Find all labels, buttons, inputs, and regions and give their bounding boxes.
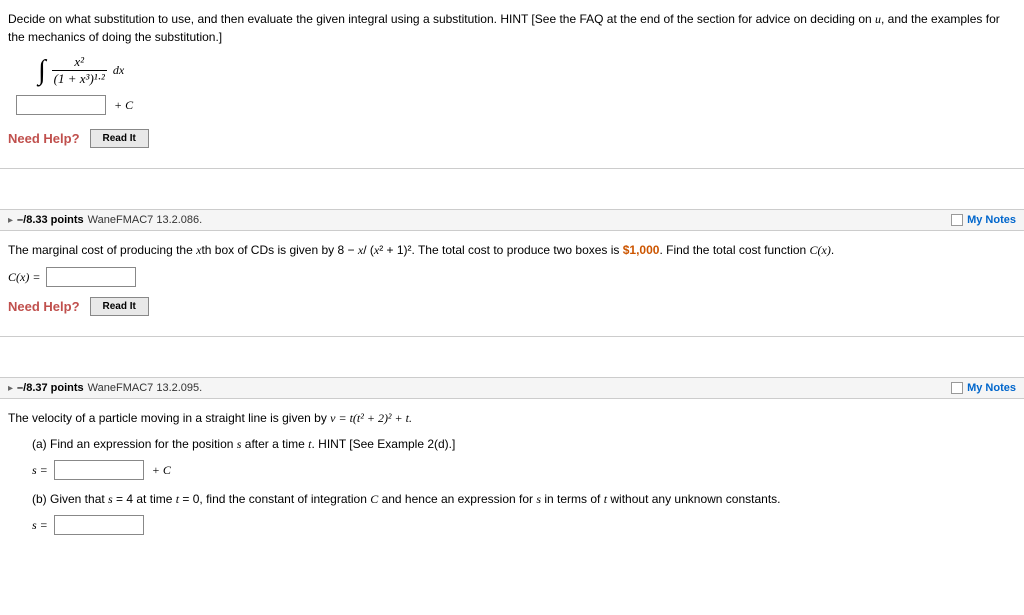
q2-header: ▸ –/8.33 points WaneFMAC7 13.2.086. My N…: [0, 209, 1024, 231]
q2-e: . Find the total cost function: [659, 243, 809, 257]
q3a-answer-row: s = + C: [32, 460, 1016, 480]
q3-part-b: (b) Given that s = 4 at time t = 0, find…: [32, 490, 1016, 509]
q1-answer-row: + C: [16, 95, 1016, 115]
my-notes-label: My Notes: [967, 214, 1016, 226]
q3-pb4: and hence an expression for: [378, 492, 536, 506]
q2-read-it-button[interactable]: Read It: [90, 297, 149, 316]
q3-pb5: in terms of: [541, 492, 604, 506]
q3-pb2: = 4 at time: [113, 492, 176, 506]
q3-pb1: (b) Given that: [32, 492, 108, 506]
q3-pa1: (a) Find an expression for the position: [32, 437, 237, 451]
q2-points: –/8.33 points: [17, 214, 84, 226]
plus-c: + C: [114, 98, 133, 113]
dx: dx: [113, 63, 124, 78]
q3-plus-c: + C: [152, 463, 171, 478]
need-help-row: Need Help? Read It: [8, 129, 1016, 148]
q3-vel: v = t(t² + 2)² + t.: [330, 411, 412, 425]
notes-icon: [951, 214, 963, 226]
q2-need-help: Need Help? Read It: [8, 297, 1016, 316]
integral-sign-icon: ∫: [38, 55, 46, 87]
q2-need-help-label: Need Help?: [8, 299, 80, 314]
q2-a: The marginal cost of producing the: [8, 243, 196, 257]
expand-icon[interactable]: ▸: [8, 215, 13, 226]
integral-expression: ∫ x² (1 + x³)¹·² dx: [38, 54, 1016, 87]
q2-b: th box of CDs is given by 8 −: [201, 243, 357, 257]
q2-c: / (: [363, 243, 374, 257]
q3-pb3: = 0, find the constant of integration: [179, 492, 370, 506]
denominator: (1 + x³)¹·²: [52, 70, 107, 87]
q3-header: ▸ –/8.37 points WaneFMAC7 13.2.095. My N…: [0, 377, 1024, 399]
q2-answer-input[interactable]: [46, 267, 136, 287]
q3-pa2: after a time: [241, 437, 308, 451]
my-notes-button[interactable]: My Notes: [951, 382, 1016, 394]
q3b-label: s =: [32, 518, 48, 533]
q3-a: The velocity of a particle moving in a s…: [8, 411, 330, 425]
fraction: x² (1 + x³)¹·²: [52, 54, 107, 87]
q3-text: The velocity of a particle moving in a s…: [8, 409, 1016, 427]
q2-answer-row: C(x) =: [8, 267, 1016, 287]
read-it-button[interactable]: Read It: [90, 129, 149, 148]
q3-pa3: . HINT [See Example 2(d).]: [312, 437, 456, 451]
q2-f: .: [831, 243, 834, 257]
q2-cx: C(x): [810, 243, 831, 257]
q2-label: C(x) =: [8, 270, 40, 285]
question-1: Decide on what substitution to use, and …: [0, 0, 1024, 169]
q3a-label: s =: [32, 463, 48, 478]
q2-cost: $1,000: [623, 243, 660, 257]
q2-d: ² + 1)². The total cost to produce two b…: [379, 243, 623, 257]
q3b-answer-row: s =: [32, 515, 1016, 535]
need-help-label: Need Help?: [8, 131, 80, 146]
my-notes-label: My Notes: [967, 382, 1016, 394]
q3-points: –/8.37 points: [17, 382, 84, 394]
q3-pb6: without any unknown constants.: [607, 492, 780, 506]
notes-icon: [951, 382, 963, 394]
my-notes-button[interactable]: My Notes: [951, 214, 1016, 226]
numerator: x²: [72, 54, 86, 70]
q3-source: WaneFMAC7 13.2.095.: [88, 382, 203, 394]
q1-text-a: Decide on what substitution to use, and …: [8, 12, 875, 26]
q3-part-a: (a) Find an expression for the position …: [32, 435, 1016, 454]
q1-answer-input[interactable]: [16, 95, 106, 115]
expand-icon[interactable]: ▸: [8, 383, 13, 394]
question-2: The marginal cost of producing the xth b…: [0, 231, 1024, 337]
q3b-answer-input[interactable]: [54, 515, 144, 535]
q2-source: WaneFMAC7 13.2.086.: [88, 214, 203, 226]
q1-prompt: Decide on what substitution to use, and …: [8, 10, 1016, 46]
question-3: The velocity of a particle moving in a s…: [0, 399, 1024, 565]
q3a-answer-input[interactable]: [54, 460, 144, 480]
q2-text: The marginal cost of producing the xth b…: [8, 241, 1016, 259]
